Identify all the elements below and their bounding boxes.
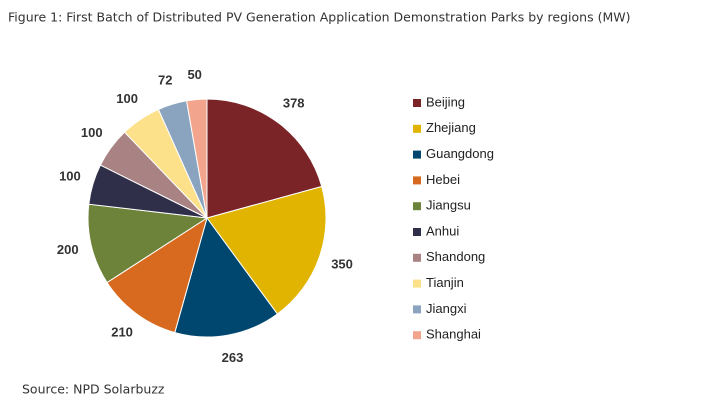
legend-label: Hebei [426, 172, 460, 187]
legend-swatch [413, 202, 421, 211]
data-label: 100 [116, 91, 138, 106]
legend-label: Zhejiang [426, 120, 476, 135]
data-label: 50 [187, 67, 201, 82]
chart-title: Figure 1: First Batch of Distributed PV … [8, 10, 630, 25]
pie-slice [206, 98, 323, 219]
data-label: 210 [111, 324, 133, 339]
legend-label: Jiangsu [426, 198, 471, 213]
data-label: 200 [57, 242, 79, 257]
pie-slice [174, 216, 279, 338]
pie-slice [186, 98, 208, 219]
legend-label: Guangdong [426, 146, 494, 161]
legend-swatch [413, 124, 421, 133]
source-note: Source: NPD Solarbuzz [22, 382, 165, 397]
legend-swatch [413, 305, 421, 314]
legend-label: Shandong [426, 249, 485, 264]
legend-label: Anhui [426, 223, 459, 238]
pie-slice [106, 216, 208, 334]
legend-swatch [413, 331, 421, 340]
data-label: 72 [158, 73, 172, 88]
legend-swatch [413, 176, 421, 185]
pie-slice [206, 185, 327, 315]
legend-swatch [413, 279, 421, 288]
legend-label: Jiangxi [426, 301, 467, 316]
data-label: 378 [283, 96, 305, 111]
legend-label: Tianjin [426, 275, 464, 290]
legend-label: Shanghai [426, 327, 481, 342]
pie-slice [87, 203, 209, 284]
data-label: 350 [331, 256, 353, 271]
legend-swatch [413, 150, 421, 159]
legend-swatch [413, 253, 421, 262]
legend-swatch [413, 99, 421, 107]
data-label: 263 [222, 350, 244, 365]
legend-label: Beijing [426, 94, 465, 109]
legend-swatch [413, 228, 421, 236]
data-label: 100 [81, 125, 103, 140]
data-label: 100 [59, 169, 81, 184]
